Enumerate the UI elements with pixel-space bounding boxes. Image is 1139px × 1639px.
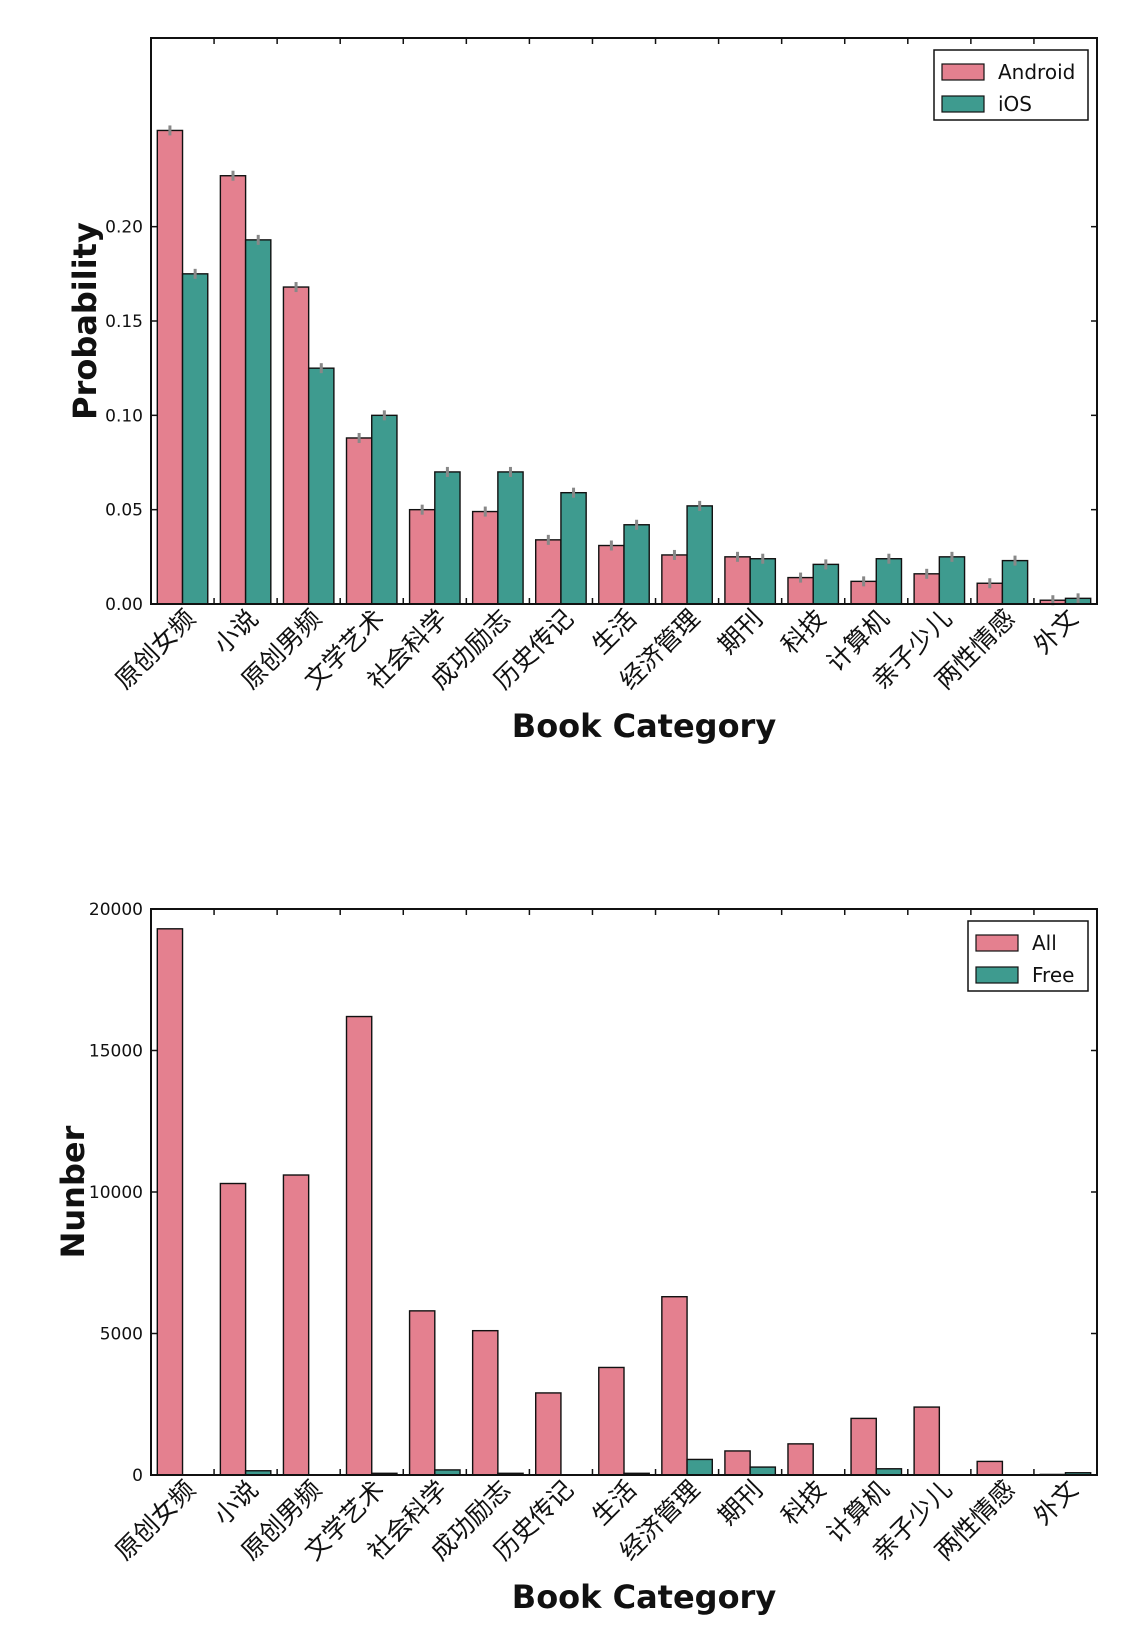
bar-b-5 [497, 471, 524, 605]
bar-a-0 [156, 928, 184, 1476]
y-tick-label: 0.10 [105, 406, 143, 426]
category-label: 科技 [776, 604, 832, 660]
bar-b-3 [371, 414, 398, 605]
y-tick-label: 0.05 [105, 501, 143, 521]
bar-a-4 [408, 508, 436, 605]
bar-b-8 [686, 1458, 713, 1476]
bar-b-6 [560, 491, 587, 605]
bar-b-2 [307, 367, 335, 605]
bar-b-12 [938, 556, 966, 605]
bar-b-9 [749, 1466, 777, 1476]
bar-a-7 [598, 544, 625, 605]
bar-a-7 [598, 1366, 625, 1476]
category-label: 外文 [1028, 1475, 1084, 1531]
bar-a-11 [850, 1417, 877, 1476]
bar-a-6 [535, 539, 562, 605]
bar-a-8 [661, 1296, 688, 1476]
bar-b-7 [623, 524, 650, 605]
legend-label: Android [998, 60, 1075, 84]
category-label: 生活 [586, 1475, 642, 1531]
bar-a-13 [976, 1460, 1004, 1476]
bar-a-3 [345, 437, 373, 605]
y-tick-label: 0 [132, 1466, 143, 1486]
legend-label: All [1032, 931, 1057, 955]
category-label: 外文 [1028, 604, 1084, 660]
bar-b-11 [875, 558, 903, 605]
y-axis-title: Probability [66, 222, 104, 420]
bar-a-5 [471, 1329, 499, 1476]
bar-b-9 [749, 558, 777, 605]
y-tick-label: 0.15 [105, 312, 143, 332]
bar-a-10 [787, 1443, 814, 1476]
bar-b-4 [434, 471, 461, 605]
legend-swatch [941, 95, 985, 113]
y-axis-title: Nunber [54, 1125, 92, 1258]
category-label: 生活 [586, 604, 642, 660]
category-label: 原创女频 [110, 1475, 201, 1566]
legend-label: Free [1032, 963, 1074, 987]
bar-a-3 [345, 1015, 373, 1476]
y-tick-label: 5000 [100, 1325, 143, 1345]
category-label: 小说 [208, 604, 264, 660]
x-axis-title: Book Category [512, 1578, 777, 1616]
bar-a-5 [471, 510, 499, 605]
bar-a-12 [913, 1406, 941, 1476]
bar-b-13 [1001, 559, 1029, 605]
bar-b-8 [686, 505, 713, 605]
bar-b-0 [181, 273, 209, 605]
category-label: 科技 [776, 1475, 832, 1531]
x-axis-title: Book Category [512, 707, 777, 745]
legend-swatch [975, 966, 1019, 984]
bar-a-8 [661, 554, 688, 605]
legend-swatch [975, 934, 1019, 952]
bar-a-1 [219, 175, 247, 605]
bar-a-9 [724, 1450, 751, 1476]
bar-a-4 [408, 1310, 436, 1476]
legend-swatch [941, 63, 985, 81]
bar-b-1 [244, 239, 272, 605]
category-label: 小说 [208, 1475, 264, 1531]
bar-a-1 [219, 1182, 247, 1476]
y-tick-label: 15000 [89, 1042, 143, 1062]
bar-b-10 [812, 563, 840, 605]
bar-a-0 [156, 129, 184, 605]
bar-a-9 [724, 556, 751, 605]
bar-a-6 [535, 1392, 562, 1476]
bar-a-2 [282, 286, 310, 605]
y-tick-label: 20000 [89, 900, 143, 920]
y-tick-label: 10000 [89, 1183, 143, 1203]
bar-a-2 [282, 1174, 310, 1476]
y-tick-label: 0.00 [105, 595, 143, 615]
category-label: 期刊 [713, 604, 769, 660]
y-tick-label: 0.20 [105, 218, 143, 238]
legend-label: iOS [998, 92, 1032, 116]
category-label: 原创女频 [110, 604, 201, 695]
category-label: 期刊 [713, 1475, 769, 1531]
